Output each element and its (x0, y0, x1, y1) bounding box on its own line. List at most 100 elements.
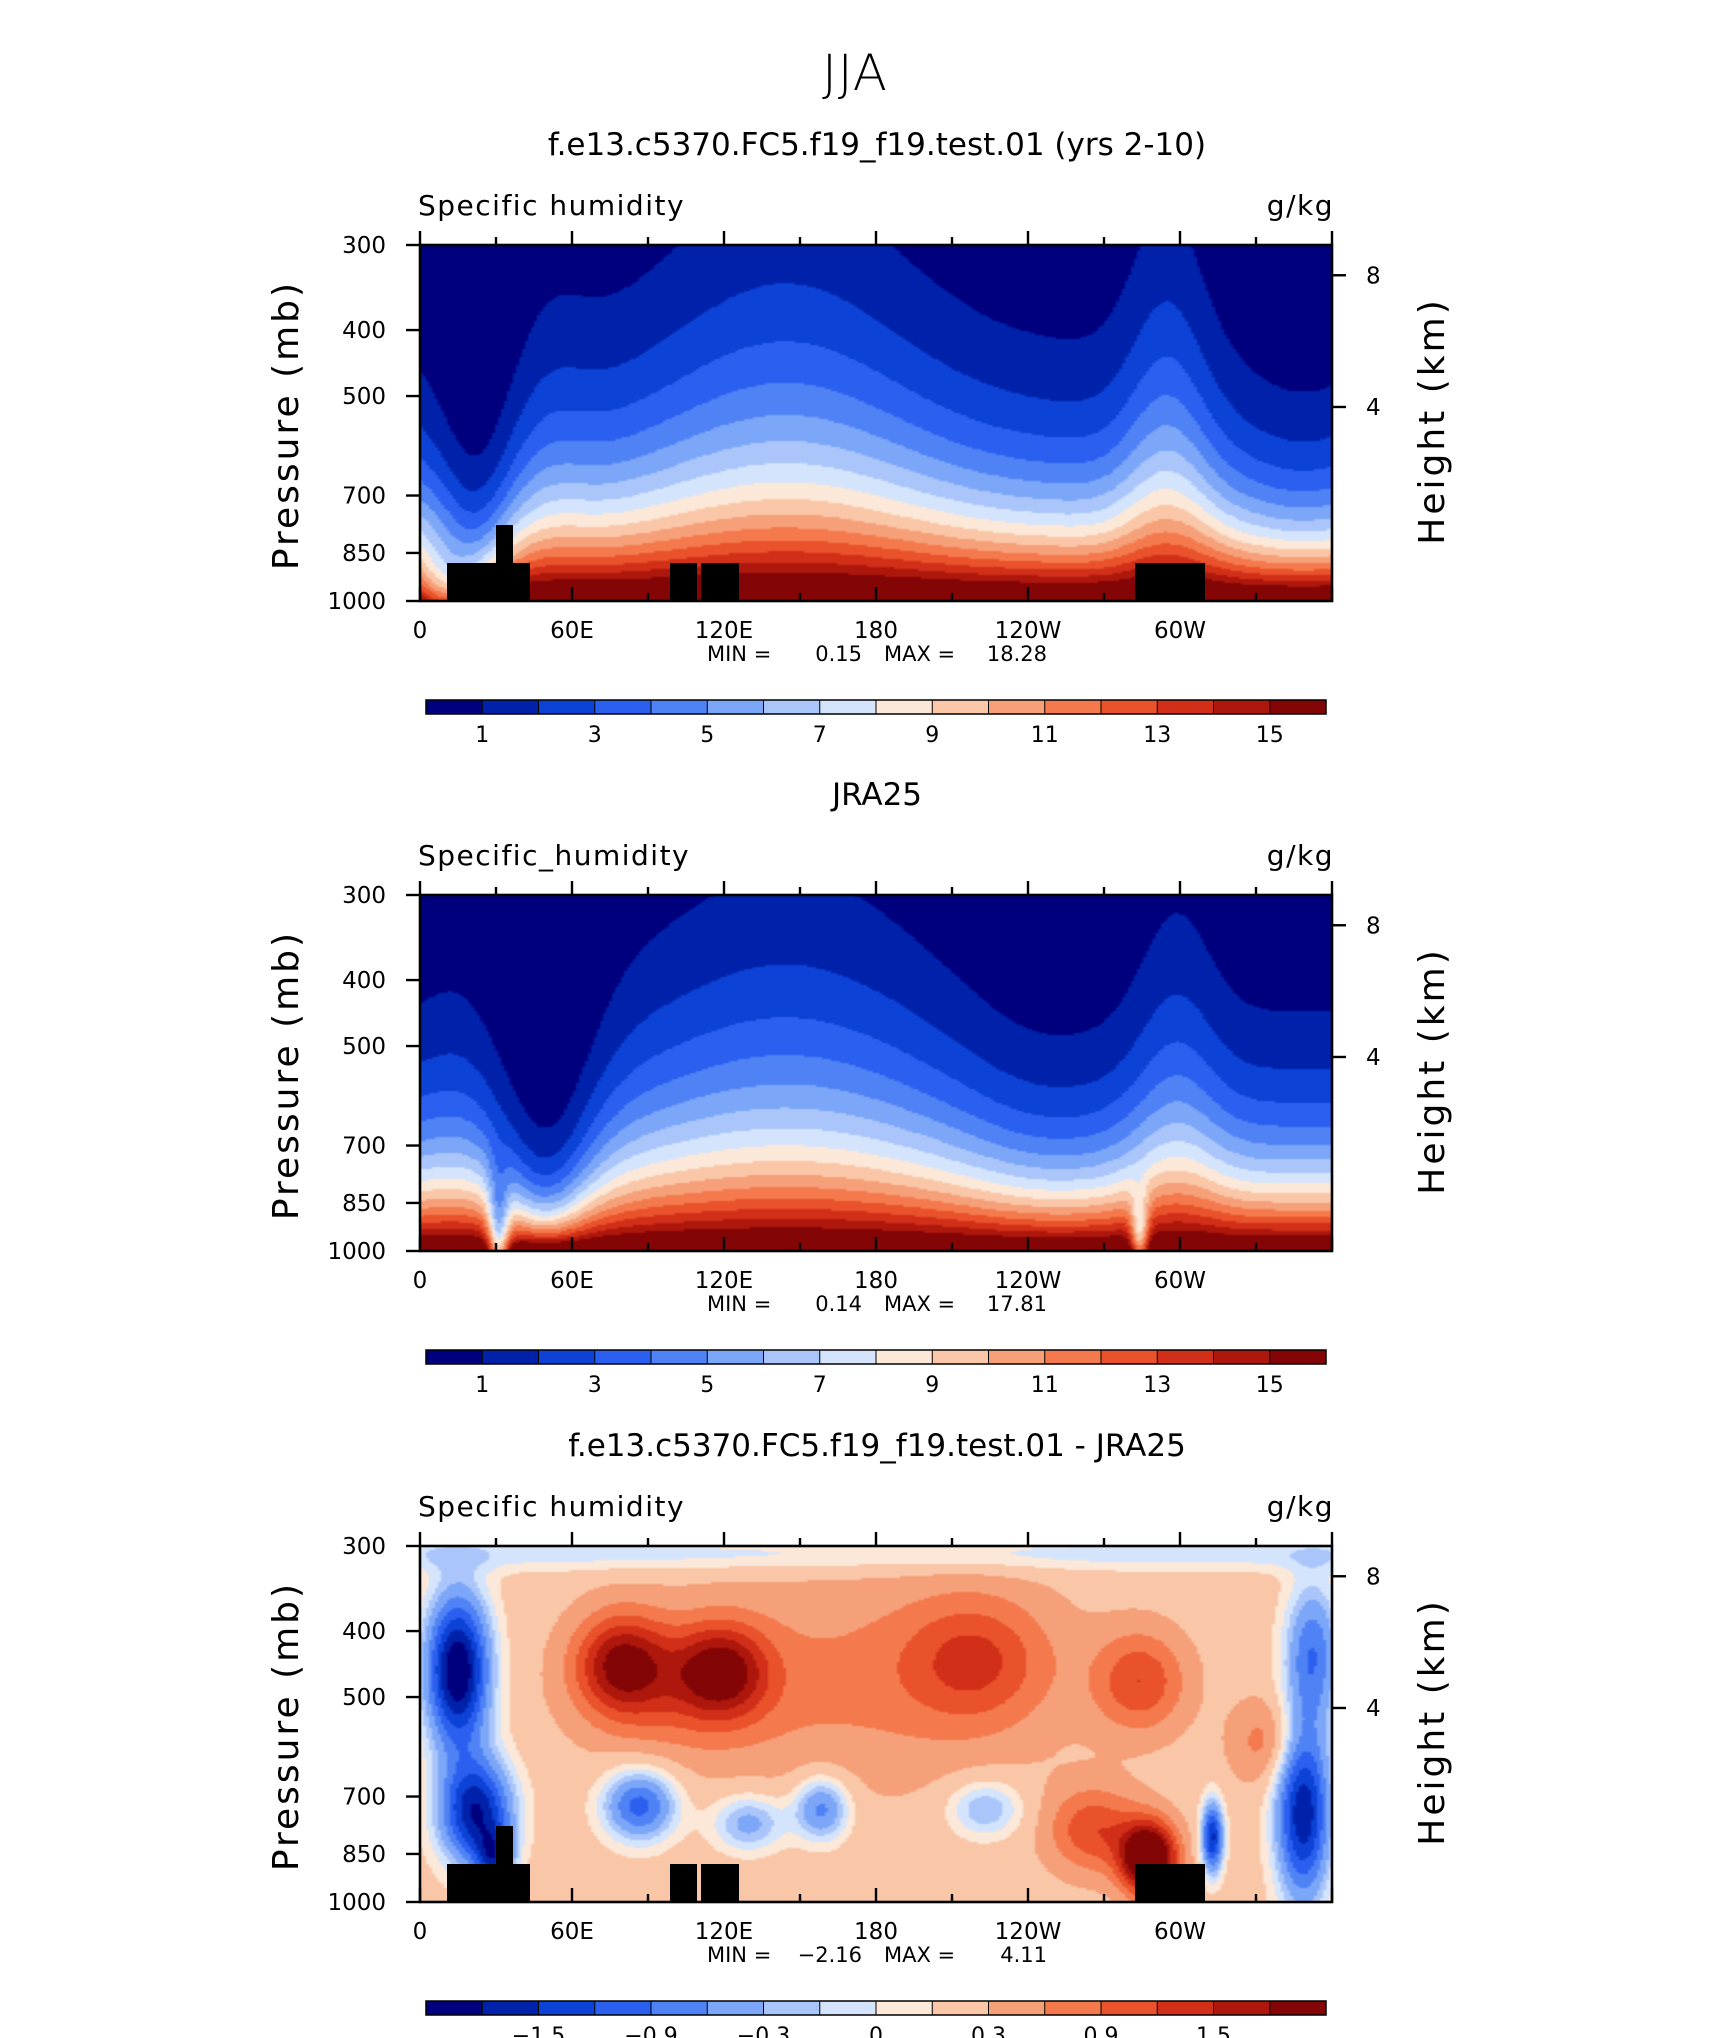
colorbar-swatch (932, 2001, 989, 2015)
colorbar-label: 1.5 (1196, 2024, 1231, 2038)
y-tick-label: 700 (342, 1134, 386, 1160)
colorbar-swatch (538, 1350, 596, 1364)
colorbar-swatch (819, 700, 877, 714)
x-tick-label: 180 (854, 618, 898, 644)
y-axis-title-right: Height (km) (1412, 947, 1453, 1194)
terrain-block (1135, 563, 1205, 601)
panel-title: f.e13.c5370.FC5.f19_f19.test.01 - JRA25 (568, 1428, 1186, 1464)
colorbar-swatch (876, 1350, 933, 1364)
colorbar-swatch (651, 700, 708, 714)
colorbar-swatch (707, 2001, 764, 2015)
x-tick-label: 60E (550, 618, 594, 644)
terrain-block (496, 525, 513, 601)
colorbar-label: 15 (1256, 723, 1284, 748)
colorbar-swatch (594, 700, 652, 714)
colorbar-swatch (1213, 2001, 1271, 2015)
y-tick-label: 500 (342, 384, 386, 410)
min-value: −2.16 (798, 1943, 862, 1967)
colorbar-swatch (988, 700, 1046, 714)
colorbar-swatch (1101, 1350, 1158, 1364)
colorbar-swatch (1157, 2001, 1214, 2015)
colorbar-swatch (426, 1350, 483, 1364)
colorbar-label: 0 (869, 2024, 883, 2038)
colorbar-swatch (819, 2001, 877, 2015)
colorbar-swatch (538, 2001, 596, 2015)
y-tick-label: 1000 (327, 589, 386, 615)
colorbar-swatch (1269, 1350, 1327, 1364)
colorbar-swatch (482, 2001, 539, 2015)
colorbar-label: 3 (588, 723, 602, 748)
min-value: 0.15 (815, 642, 862, 666)
terrain-block (701, 563, 739, 601)
colorbar-swatch (1101, 2001, 1158, 2015)
colorbar-swatch (707, 1350, 764, 1364)
y-tick-label: 700 (342, 484, 386, 510)
colorbar-label: 13 (1143, 723, 1171, 748)
colorbar-swatch (1044, 2001, 1102, 2015)
y-axis-title-right: Height (km) (1412, 1598, 1453, 1845)
y-axis-title: Pressure (mb) (266, 280, 307, 570)
max-label: MAX = (884, 1943, 955, 1967)
y-tick-label: 300 (342, 233, 386, 259)
colorbar-swatch (763, 1350, 821, 1364)
y-tick-label: 300 (342, 1534, 386, 1560)
colorbar-label: 7 (813, 723, 827, 748)
colorbar-label: 3 (588, 1373, 602, 1398)
colorbar-label: −0.9 (624, 2024, 677, 2038)
y-tick-label: 850 (342, 1842, 386, 1868)
y-tick-label: 400 (342, 1619, 386, 1645)
colorbar-swatch (932, 700, 989, 714)
colorbar-swatch (1044, 1350, 1102, 1364)
x-tick-label: 60W (1154, 618, 1206, 644)
colorbar-swatch (482, 1350, 539, 1364)
chart-panel-2: JRA25 Specific_humidity g/kg 0 60E 120E 180 120… (266, 777, 1453, 1398)
chart-panel-3: f.e13.c5370.FC5.f19_f19.test.01 - JRA25 S… (266, 1428, 1453, 2038)
panel-title: JRA25 (830, 777, 922, 813)
colorbar-swatch (1157, 700, 1214, 714)
colorbar-swatch (1269, 2001, 1327, 2015)
colorbar-swatch (426, 700, 483, 714)
y-tick-label-right: 8 (1366, 263, 1381, 289)
max-label: MAX = (884, 642, 955, 666)
y-tick-label: 700 (342, 1785, 386, 1811)
variable-label: Specific_humidity (418, 839, 690, 872)
colorbar-label: 11 (1031, 1373, 1059, 1398)
colorbar-swatch (819, 1350, 877, 1364)
colorbar-swatch (482, 700, 539, 714)
panel-title: f.e13.c5370.FC5.f19_f19.test.01 (yrs 2-1… (548, 127, 1206, 163)
colorbar-swatch (1269, 700, 1327, 714)
variable-label: Specific humidity (418, 1490, 685, 1523)
colorbar-label: 5 (700, 723, 714, 748)
terrain-block (670, 563, 697, 601)
terrain-block (670, 1864, 697, 1902)
colorbar-label: 1 (475, 1373, 489, 1398)
max-value: 17.81 (987, 1292, 1047, 1316)
x-tick-label: 180 (854, 1268, 898, 1294)
y-tick-label: 500 (342, 1034, 386, 1060)
contour-field (420, 1546, 1332, 1902)
colorbar-label: 1 (475, 723, 489, 748)
colorbar-swatch (932, 1350, 989, 1364)
colorbar-label: 0.3 (971, 2024, 1006, 2038)
y-tick-label-right: 8 (1366, 1564, 1381, 1590)
chart-panel-1: f.e13.c5370.FC5.f19_f19.test.01 (yrs 2-1… (266, 127, 1453, 748)
y-tick-label: 400 (342, 318, 386, 344)
colorbar-swatch (1213, 700, 1271, 714)
colorbar-label: 9 (925, 723, 939, 748)
colorbar-swatch (763, 2001, 821, 2015)
x-tick-label: 60E (550, 1268, 594, 1294)
x-tick-label: 120W (995, 1919, 1062, 1945)
x-tick-label: 60W (1154, 1268, 1206, 1294)
y-axis-title: Pressure (mb) (266, 930, 307, 1220)
colorbar-label: 15 (1256, 1373, 1284, 1398)
x-tick-label: 180 (854, 1919, 898, 1945)
min-label: MIN = (707, 1943, 771, 1967)
colorbar-label: 5 (700, 1373, 714, 1398)
terrain-block (1135, 1864, 1205, 1902)
y-tick-label: 300 (342, 883, 386, 909)
x-tick-label: 120W (995, 1268, 1062, 1294)
contour-field (420, 895, 1332, 1251)
colorbar-swatch (1213, 1350, 1271, 1364)
